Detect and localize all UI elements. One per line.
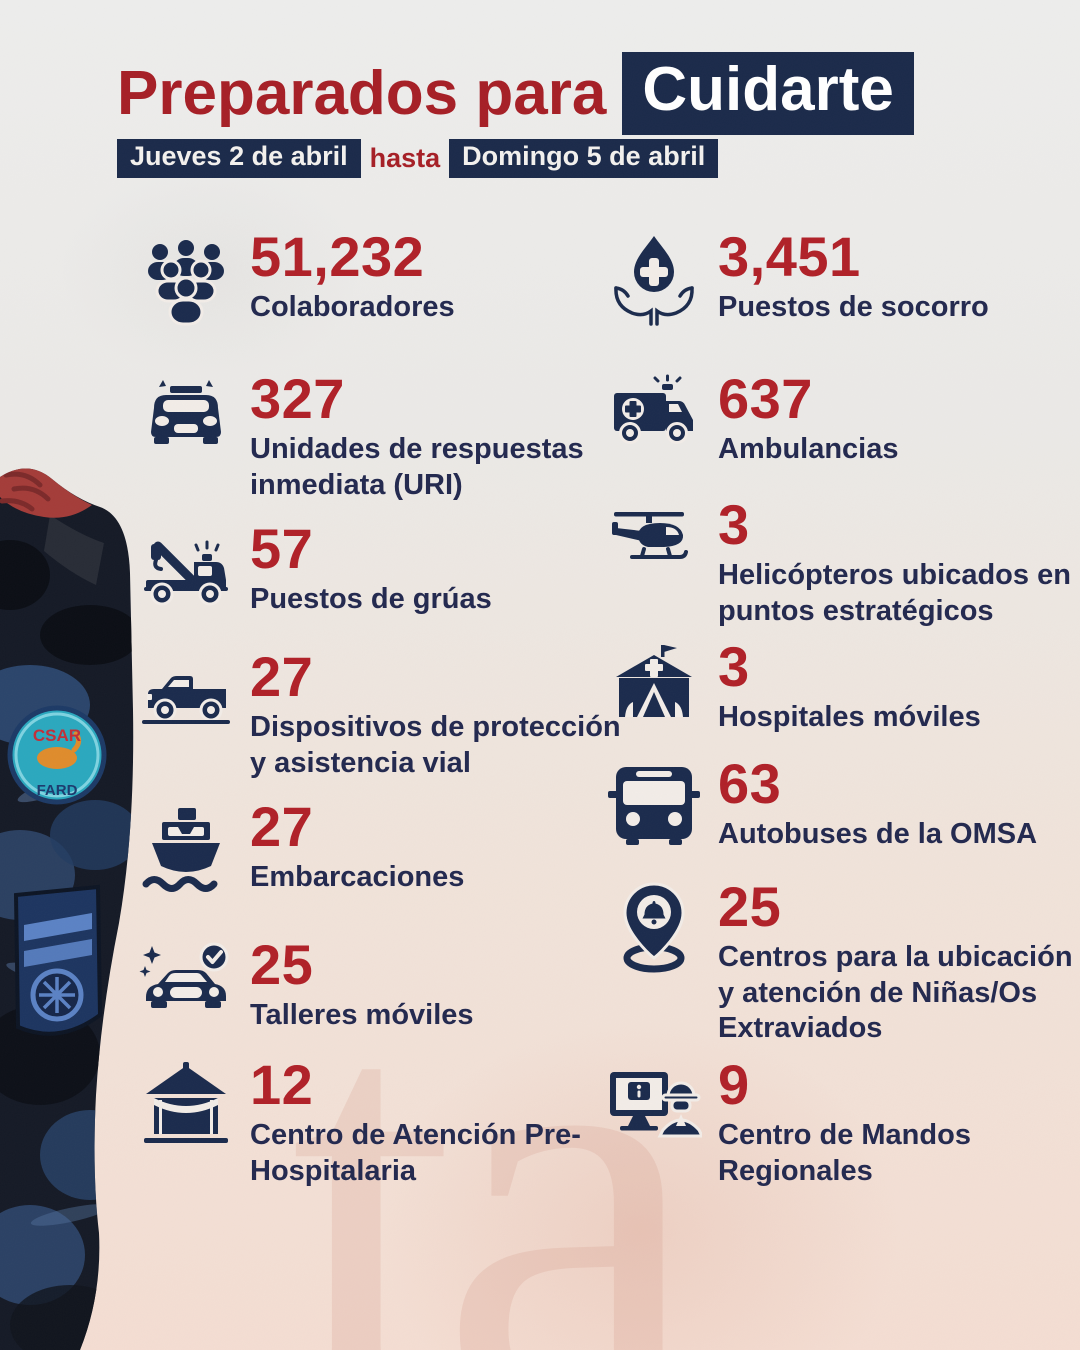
stat-label: Embarcaciones (250, 861, 465, 894)
stat-centro-mandos: 9 Centro de Mandos Regionales (606, 1053, 1080, 1189)
red-glove (0, 468, 92, 518)
title-highlight: Cuidarte (622, 52, 914, 135)
stat-label: Unidades de respuestas inmediata (URI) (250, 433, 584, 501)
stat-asistencia-vial: 27 Dispositivos de protección y asistenc… (138, 645, 622, 781)
csar-fard-patch: CSAR FARD (7, 705, 107, 805)
date-end: Domingo 5 de abril (449, 139, 719, 178)
stat-label: Centros para la ubicación y atención de … (718, 941, 1073, 1044)
car-check-icon (138, 940, 234, 1036)
stat-value: 25 (250, 933, 314, 996)
stat-value: 3,451 (718, 225, 861, 288)
stat-label: Autobuses de la OMSA (718, 818, 1038, 851)
date-connector: hasta (369, 143, 441, 173)
stat-value: 51,232 (250, 225, 425, 288)
stat-pre-hospitalaria: 12 Centro de Atención Pre-Hospitalaria (138, 1053, 622, 1189)
stat-value: 637 (718, 367, 813, 430)
stat-label: Centro de Atención Pre-Hospitalaria (250, 1119, 581, 1187)
header-title: Preparados para Cuidarte (117, 52, 914, 135)
location-pin-bell-icon (606, 882, 702, 978)
date-start: Jueves 2 de abril (117, 139, 361, 178)
stat-talleres: 25 Talleres móviles (138, 933, 474, 1036)
bus-icon (606, 759, 702, 855)
stat-ambulancias: 637 Ambulancias (606, 367, 899, 470)
stat-helicopteros: 3 Helicópteros ubicados en puntos estrat… (606, 493, 1080, 629)
stat-value: 27 (250, 645, 314, 708)
stat-value: 12 (250, 1053, 314, 1116)
stat-label: Ambulancias (718, 433, 899, 466)
stat-value: 327 (250, 367, 345, 430)
stat-label: Puestos de socorro (718, 291, 989, 324)
soldier-photo: CSAR FARD (0, 455, 135, 1350)
stat-value: 3 (718, 493, 750, 556)
stat-label: Centro de Mandos Regionales (718, 1119, 971, 1187)
patch-bottom-text: FARD (37, 782, 78, 799)
ambulance-icon (606, 374, 702, 470)
hands-drop-icon (606, 232, 702, 328)
date-range: Jueves 2 de abril hasta Domingo 5 de abr… (117, 139, 719, 178)
stat-label: Hospitales móviles (718, 701, 981, 734)
stat-label: Helicópteros ubicados en puntos estratég… (718, 559, 1071, 627)
tent-icon (138, 1060, 234, 1156)
police-car-icon (138, 374, 234, 470)
rank-patch (13, 884, 103, 1036)
stat-gruas: 57 Puestos de grúas (138, 517, 492, 620)
stat-hospitales-moviles: 3 Hospitales móviles (606, 635, 981, 738)
helicopter-icon (606, 500, 702, 596)
stat-autobuses-omsa: 63 Autobuses de la OMSA (606, 752, 1038, 855)
hospital-tent-icon (606, 642, 702, 738)
patch-top-text: CSAR (33, 726, 81, 745)
stat-value: 57 (250, 517, 314, 580)
stat-puestos-socorro: 3,451 Puestos de socorro (606, 225, 989, 328)
stat-embarcaciones: 27 Embarcaciones (138, 795, 465, 898)
stat-value: 3 (718, 635, 750, 698)
stat-colaboradores: 51,232 Colaboradores (138, 225, 455, 328)
pickup-truck-icon (138, 652, 234, 748)
stat-label: Talleres móviles (250, 999, 474, 1032)
stat-label: Dispositivos de protección y asistencia … (250, 711, 621, 779)
stat-uri: 327 Unidades de respuestas inmediata (UR… (138, 367, 622, 503)
stat-ninos-extraviados: 25 Centros para la ubicación y atención … (606, 875, 1080, 1046)
stat-label: Puestos de grúas (250, 583, 492, 616)
tow-truck-icon (138, 524, 234, 620)
stat-value: 25 (718, 875, 782, 938)
monitor-worker-icon (606, 1060, 702, 1156)
stat-value: 63 (718, 752, 782, 815)
ship-icon (138, 802, 234, 898)
stat-value: 9 (718, 1053, 750, 1116)
soldier-photo-illustration: CSAR FARD (0, 468, 134, 1350)
people-group-icon (138, 232, 234, 328)
stat-label: Colaboradores (250, 291, 455, 324)
stat-value: 27 (250, 795, 314, 858)
title-text: Preparados para (117, 59, 607, 128)
